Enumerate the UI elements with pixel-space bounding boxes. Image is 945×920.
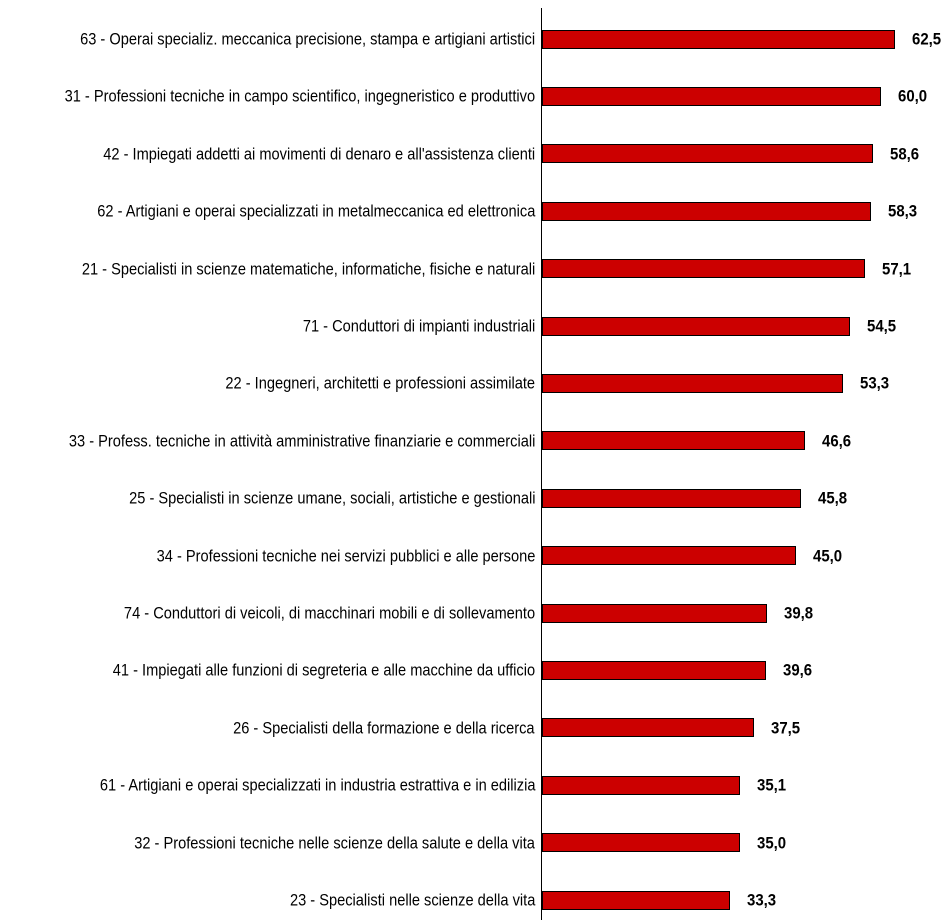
category-label: 63 - Operai specializ. meccanica precisi… — [80, 31, 535, 48]
category-label: 34 - Professioni tecniche nei servizi pu… — [156, 547, 535, 564]
category-label: 22 - Ingegneri, architetti e professioni… — [225, 375, 535, 392]
category-label: 33 - Profess. tecniche in attività ammin… — [69, 432, 535, 449]
bar — [542, 87, 881, 106]
category-label: 23 - Specialisti nelle scienze della vit… — [290, 892, 535, 909]
category-label: 61 - Artigiani e operai specializzati in… — [99, 777, 535, 794]
bar — [542, 546, 796, 565]
bar — [542, 202, 871, 221]
value-label: 33,3 — [747, 892, 776, 909]
value-label: 45,8 — [818, 490, 847, 507]
bar — [542, 30, 895, 49]
value-label: 39,8 — [784, 605, 813, 622]
bar — [542, 144, 873, 163]
bar — [542, 833, 740, 852]
value-label: 54,5 — [867, 318, 896, 335]
category-label: 62 - Artigiani e operai specializzati in… — [97, 203, 535, 220]
value-label: 53,3 — [860, 375, 889, 392]
bar — [542, 431, 805, 450]
category-label: 32 - Professioni tecniche nelle scienze … — [134, 834, 535, 851]
value-label: 46,6 — [822, 432, 851, 449]
category-label: 31 - Professioni tecniche in campo scien… — [64, 88, 535, 105]
value-label: 37,5 — [771, 719, 800, 736]
bar — [542, 317, 850, 336]
value-label: 62,5 — [912, 31, 941, 48]
value-label: 57,1 — [882, 260, 911, 277]
value-label: 35,0 — [757, 834, 786, 851]
bar — [542, 776, 740, 795]
value-label: 60,0 — [898, 88, 927, 105]
bar — [542, 489, 801, 508]
category-label: 21 - Specialisti in scienze matematiche,… — [82, 260, 535, 277]
bar — [542, 718, 754, 737]
bar — [542, 891, 730, 910]
category-label: 41 - Impiegati alle funzioni di segreter… — [113, 662, 535, 679]
category-label: 74 - Conduttori di veicoli, di macchinar… — [124, 605, 535, 622]
value-label: 58,6 — [890, 145, 919, 162]
category-label: 42 - Impiegati addetti ai movimenti di d… — [103, 145, 535, 162]
value-label: 45,0 — [813, 547, 842, 564]
value-label: 39,6 — [783, 662, 812, 679]
category-label: 25 - Specialisti in scienze umane, socia… — [129, 490, 535, 507]
bar — [542, 661, 766, 680]
value-label: 35,1 — [757, 777, 786, 794]
bar — [542, 259, 865, 278]
bar — [542, 604, 767, 623]
bar — [542, 374, 843, 393]
category-label: 26 - Specialisti della formazione e dell… — [234, 719, 535, 736]
value-label: 58,3 — [888, 203, 917, 220]
category-label: 71 - Conduttori di impianti industriali — [303, 318, 535, 335]
